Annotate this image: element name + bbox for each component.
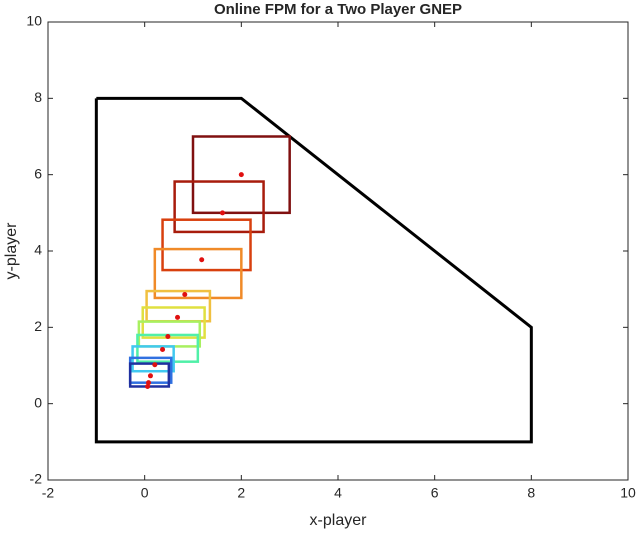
y-tick-label: 8 xyxy=(34,89,42,105)
x-tick-label: -2 xyxy=(42,485,55,501)
iterate-point xyxy=(165,333,171,339)
y-tick-label: 2 xyxy=(34,318,42,334)
iterate-point xyxy=(175,314,181,320)
chart-title: Online FPM for a Two Player GNEP xyxy=(214,1,462,18)
iterate-point xyxy=(160,346,166,352)
y-axis-label: y-player xyxy=(3,222,20,280)
iterate-point xyxy=(238,172,244,178)
iterate-box xyxy=(161,218,252,272)
iterate-box xyxy=(173,180,265,234)
iterate-point xyxy=(146,380,152,386)
x-axis-label: x-player xyxy=(310,512,368,529)
iterate-box xyxy=(191,135,291,215)
feasible-region xyxy=(94,96,533,444)
iterate-box xyxy=(153,247,243,300)
iterate-point xyxy=(219,210,225,216)
y-tick-label: 0 xyxy=(34,394,42,410)
iterate-point xyxy=(147,373,153,379)
y-tick-label: -2 xyxy=(30,471,43,487)
y-tick-label: 4 xyxy=(34,242,42,258)
x-tick-label: 6 xyxy=(431,485,439,501)
x-tick-label: 8 xyxy=(527,485,535,501)
x-tick-label: 0 xyxy=(141,485,149,501)
iterate-point xyxy=(199,257,205,263)
iterate-point xyxy=(145,383,151,389)
x-tick-label: 2 xyxy=(237,485,245,501)
y-tick-label: 6 xyxy=(34,165,42,181)
iterate-point xyxy=(182,292,188,298)
y-tick-label: 10 xyxy=(26,13,42,29)
x-tick-label: 4 xyxy=(334,485,342,501)
x-tick-label: 10 xyxy=(620,485,636,501)
iterate-point xyxy=(152,362,158,368)
